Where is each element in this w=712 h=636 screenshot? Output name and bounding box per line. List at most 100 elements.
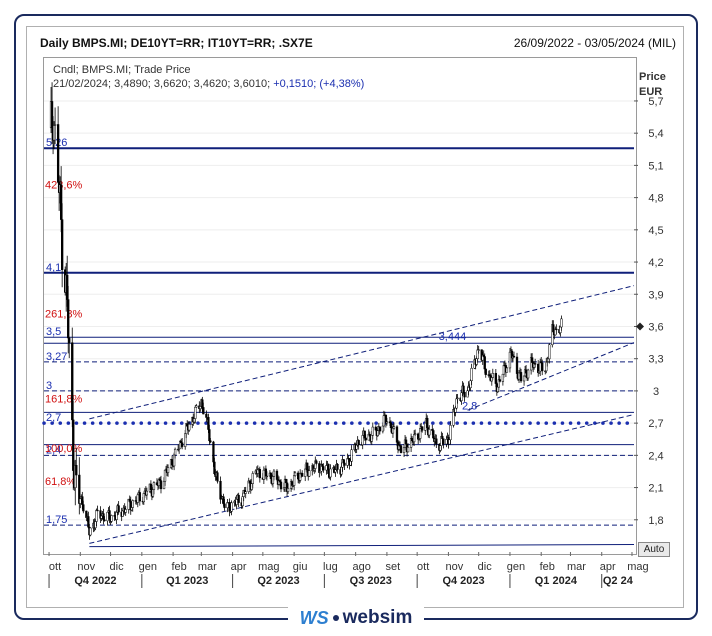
candle-body bbox=[329, 468, 332, 478]
price-change: +0,1510; (+4,38%) bbox=[273, 78, 365, 90]
candle-body bbox=[117, 505, 120, 513]
x-month-label: giu bbox=[293, 561, 308, 573]
candle-body bbox=[223, 503, 226, 509]
trendline bbox=[89, 543, 635, 548]
candle-body bbox=[195, 405, 198, 408]
x-month-label: mag bbox=[258, 561, 279, 573]
candle-body bbox=[53, 124, 57, 126]
logo-dot bbox=[332, 615, 339, 621]
series-legend: Cndl; BMPS.MI; Trade Price bbox=[53, 64, 191, 76]
last-price-marker bbox=[636, 322, 644, 331]
candle-body bbox=[483, 356, 486, 370]
level-label: 3,444 bbox=[439, 331, 467, 343]
level-label: 2,7 bbox=[46, 412, 61, 424]
candle-body bbox=[534, 363, 537, 365]
y-tick-label: 4,8 bbox=[648, 193, 663, 205]
fib-label: 100,0% bbox=[45, 443, 83, 455]
candle-body bbox=[463, 391, 466, 398]
candle-body bbox=[456, 397, 459, 400]
candle-body bbox=[519, 372, 523, 382]
x-quarter-label: Q2 2023 bbox=[257, 575, 299, 587]
candle-body bbox=[194, 406, 197, 419]
x-quarter-label: Q1 2023 bbox=[166, 575, 208, 587]
candle-body bbox=[202, 407, 205, 415]
candle-body bbox=[293, 472, 297, 476]
candle-body bbox=[477, 349, 480, 351]
level-label: 5,26 bbox=[46, 137, 67, 149]
price-axis-title: Price EUR bbox=[639, 70, 666, 100]
candle-body bbox=[82, 504, 85, 512]
candle-body bbox=[399, 445, 403, 453]
candle-body bbox=[494, 373, 497, 384]
chart-title: Daily BMPS.MI; DE10YT=RR; IT10YT=RR; .SX… bbox=[40, 36, 313, 50]
candle-body bbox=[96, 509, 99, 512]
candle-body bbox=[56, 124, 60, 183]
candle-body bbox=[79, 498, 82, 504]
candle-body bbox=[173, 448, 177, 456]
x-quarter-label: Q2 24 bbox=[603, 575, 634, 587]
level-label: 1,75 bbox=[46, 514, 67, 526]
candle-body bbox=[385, 421, 389, 424]
y-tick-label: 2,7 bbox=[648, 418, 663, 430]
candle-body bbox=[357, 440, 360, 446]
x-month-label: mar bbox=[198, 561, 217, 573]
candle-body bbox=[449, 425, 452, 441]
y-tick-label: 5,7 bbox=[648, 96, 663, 108]
auto-scale-button[interactable]: Auto bbox=[638, 542, 670, 557]
candle-body bbox=[413, 433, 417, 435]
candle-body bbox=[378, 426, 381, 432]
candle-body bbox=[286, 488, 290, 492]
candle-body bbox=[145, 490, 149, 496]
y-tick-label: 2,1 bbox=[648, 483, 663, 495]
x-month-label: dic bbox=[478, 561, 493, 573]
x-month-label: mag bbox=[627, 561, 648, 573]
candle-body bbox=[110, 515, 113, 522]
candle-body bbox=[216, 472, 219, 482]
x-month-label: apr bbox=[231, 561, 247, 573]
candle-body bbox=[159, 480, 163, 490]
level-label: 3 bbox=[46, 380, 52, 392]
y-tick-label: 3 bbox=[653, 386, 659, 398]
x-month-label: feb bbox=[171, 561, 186, 573]
level-label: 3,27 bbox=[46, 351, 67, 363]
candle-body bbox=[292, 475, 296, 486]
trendline bbox=[467, 342, 635, 411]
logo-mark: WS bbox=[299, 607, 329, 628]
candle-body bbox=[491, 373, 494, 378]
candle-body bbox=[61, 219, 64, 270]
fib-label: 261,8% bbox=[45, 309, 83, 321]
candle-body bbox=[462, 385, 465, 393]
x-month-label: dic bbox=[110, 561, 125, 573]
candle-body bbox=[138, 492, 141, 502]
logo-wordmark: websim bbox=[342, 607, 413, 628]
level-label: 2,8 bbox=[462, 400, 477, 412]
candle-body bbox=[251, 473, 254, 484]
candle-body bbox=[336, 463, 339, 470]
candle-body bbox=[131, 500, 134, 508]
x-month-label: apr bbox=[600, 561, 616, 573]
x-month-label: gen bbox=[507, 561, 525, 573]
x-month-label: mar bbox=[567, 561, 586, 573]
candle-body bbox=[67, 299, 70, 339]
x-month-label: set bbox=[386, 561, 401, 573]
candle-body bbox=[526, 369, 530, 379]
level-label: 2,4 bbox=[46, 444, 61, 456]
candle-body bbox=[235, 499, 238, 505]
price-label: Price bbox=[639, 71, 666, 83]
candle-body bbox=[279, 481, 283, 490]
candle-body bbox=[322, 466, 325, 471]
candle-body bbox=[512, 355, 516, 358]
candle-body bbox=[515, 356, 519, 374]
currency-label: EUR bbox=[639, 86, 663, 98]
x-month-label: lug bbox=[323, 561, 338, 573]
candle-body bbox=[181, 442, 184, 447]
candle-body bbox=[428, 429, 431, 436]
level-label: 4,1 bbox=[46, 262, 61, 274]
level-label: 3,5 bbox=[46, 326, 61, 338]
candle-body bbox=[244, 491, 247, 494]
y-tick-label: 5,1 bbox=[648, 160, 663, 172]
candle-body bbox=[505, 367, 509, 373]
candle-body bbox=[301, 473, 304, 477]
x-month-label: nov bbox=[77, 561, 95, 573]
